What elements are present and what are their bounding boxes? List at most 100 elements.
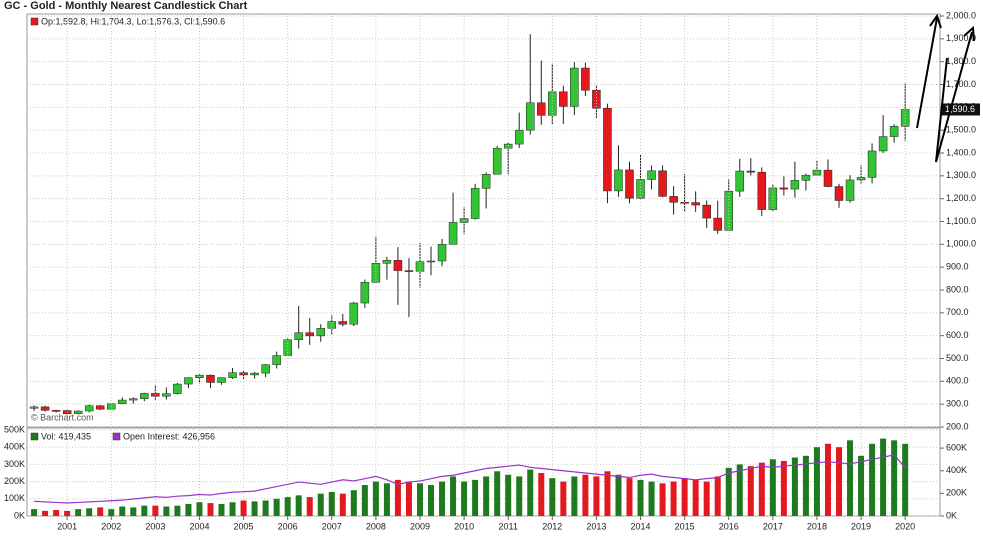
volume-bar: [670, 481, 677, 516]
x-tick-label: 2006: [278, 521, 298, 531]
candle-body: [735, 170, 745, 192]
volume-bar: [637, 479, 644, 516]
volume-bar: [141, 505, 148, 516]
candle-body: [228, 372, 237, 378]
volume-bar: [571, 476, 578, 516]
volume-bar: [339, 493, 346, 516]
candle-body: [393, 260, 403, 271]
y-tick-label: 2,000.0: [946, 10, 976, 20]
y2-tick-label: 200K: [946, 488, 967, 498]
y-tick-label: 500.0: [946, 353, 969, 363]
volume-bar: [648, 481, 655, 516]
x-tick-label: 2013: [586, 521, 606, 531]
candle-body: [757, 171, 767, 210]
candle-body: [316, 328, 325, 337]
x-tick-label: 2019: [851, 521, 871, 531]
legend-label: Vol: 419,435: [41, 431, 91, 441]
legend-swatch: [30, 432, 39, 441]
volume-bar: [659, 483, 666, 516]
candle-body: [470, 188, 480, 219]
candle-body: [206, 374, 215, 383]
volume-bar: [714, 476, 721, 516]
price-panel: [26, 13, 941, 428]
candle-body: [724, 190, 733, 231]
volume-bar: [858, 455, 865, 516]
x-tick-label: 2015: [675, 521, 695, 531]
volume-bar: [439, 481, 446, 516]
candle-body: [382, 260, 392, 264]
volume-bar: [505, 474, 512, 516]
candle-body: [823, 169, 833, 187]
volume-bar: [483, 476, 490, 516]
x-tick-label: 2001: [57, 521, 77, 531]
candle-body: [481, 173, 491, 189]
candle-body: [129, 398, 138, 401]
volume-bar: [681, 478, 688, 516]
y-tick-label: 800.0: [946, 284, 969, 294]
y-tick-label: 300.0: [946, 399, 969, 409]
last-price-label: 1,590.6: [945, 104, 975, 114]
arrow-line: [916, 17, 938, 129]
candle-body: [40, 406, 50, 411]
candle-body: [581, 67, 590, 91]
candle-body: [426, 260, 436, 263]
legend-label: Open Interest: 426,956: [123, 431, 215, 441]
volume-bar: [880, 438, 887, 516]
volume-bar: [780, 460, 787, 516]
volume-bar: [791, 457, 798, 516]
x-tick-label: 2014: [631, 521, 651, 531]
y-tick-label: 1,500.0: [946, 125, 976, 135]
volume-bar: [42, 510, 49, 516]
volume-bar: [372, 481, 379, 516]
x-tick-label: 2011: [499, 521, 518, 531]
volume-bar: [240, 500, 247, 516]
y2-tick-label: 400K: [946, 465, 967, 475]
candle-body: [360, 281, 370, 304]
volume-bar: [163, 506, 170, 516]
volume-bar: [626, 478, 633, 516]
x-tick-label: 2002: [101, 521, 121, 531]
candle-body: [658, 170, 667, 197]
candle-body: [636, 179, 645, 199]
volume-bar: [813, 447, 820, 516]
volume-bar: [383, 483, 390, 516]
candle-body: [878, 136, 888, 152]
volume-bar: [703, 481, 710, 516]
volume-bar: [350, 490, 357, 516]
volume-bar: [692, 479, 699, 516]
y-tick-label: 1,700.0: [946, 79, 976, 89]
candle-body: [790, 180, 800, 190]
volume-bar: [494, 471, 501, 516]
volume-bar: [405, 481, 412, 516]
x-tick-label: 2005: [234, 521, 254, 531]
x-tick-label: 2020: [895, 521, 915, 531]
candle-body: [305, 332, 314, 337]
y-tick-label: 200.0: [946, 421, 969, 431]
volume-bar: [207, 503, 214, 516]
volume-bar: [174, 505, 181, 516]
volume-bar: [53, 509, 60, 516]
candle-body: [184, 377, 193, 385]
volume-bar: [450, 476, 457, 516]
candle-body: [801, 174, 811, 181]
volume-bar: [560, 481, 567, 516]
volume-bar: [416, 483, 423, 516]
candle-body: [746, 170, 756, 173]
y-tick-label: 300K: [4, 459, 25, 469]
ohlc-header: Op:1,592.8, Hi:1,704.3, Lo:1,576.3, Cl:1…: [41, 16, 225, 26]
volume-bar: [516, 476, 523, 516]
volume-bar: [835, 447, 842, 516]
candle-body: [415, 261, 425, 272]
y-tick-label: 1,000.0: [946, 239, 976, 249]
volume-bar: [902, 443, 909, 516]
volume-bar: [273, 498, 280, 516]
volume-bar: [725, 467, 732, 516]
candle-body: [691, 202, 700, 206]
y-tick-label: 500K: [4, 424, 25, 434]
x-tick-label: 2003: [145, 521, 165, 531]
volume-bar: [769, 459, 776, 516]
arrow-head: [929, 13, 942, 29]
y-tick-label: 1,200.0: [946, 193, 976, 203]
candle-body: [889, 126, 899, 137]
